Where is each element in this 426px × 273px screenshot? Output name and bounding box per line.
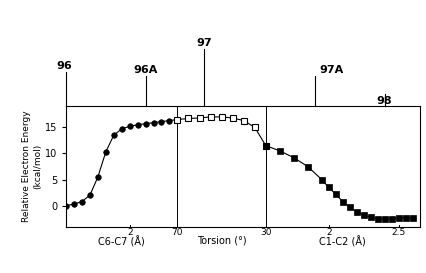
Text: 2: 2 xyxy=(127,228,132,237)
Text: Torsion (°): Torsion (°) xyxy=(197,236,246,246)
Text: 97A: 97A xyxy=(319,65,343,75)
Text: 96: 96 xyxy=(56,61,72,71)
Text: 2.5: 2.5 xyxy=(391,228,406,237)
Text: 96A: 96A xyxy=(133,65,158,75)
Y-axis label: Relative Electron Energy
(kcal/mol): Relative Electron Energy (kcal/mol) xyxy=(23,111,42,222)
Text: C1-C2 (Å): C1-C2 (Å) xyxy=(320,236,366,247)
Text: C6-C7 (Å): C6-C7 (Å) xyxy=(98,236,145,247)
Text: 30: 30 xyxy=(260,228,271,237)
Text: 97: 97 xyxy=(196,38,212,48)
Text: 70: 70 xyxy=(172,228,183,237)
Text: 2: 2 xyxy=(326,228,331,237)
Text: 98: 98 xyxy=(377,96,392,106)
